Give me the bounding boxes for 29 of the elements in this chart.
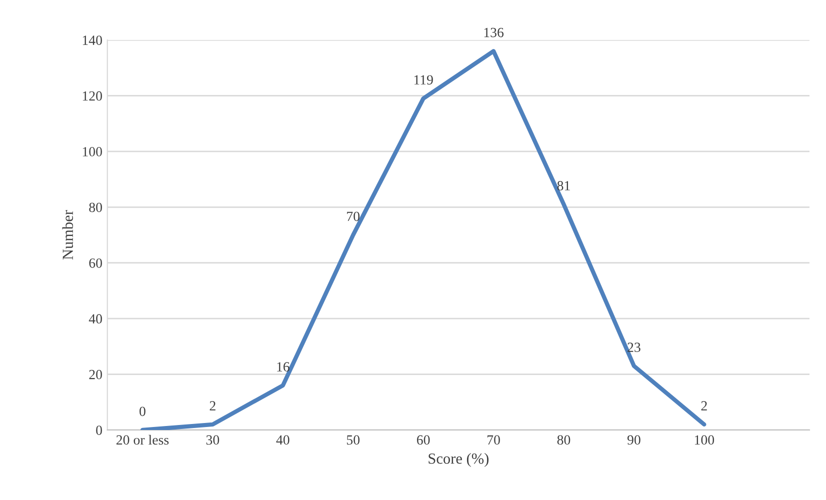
x-tick-label: 70 [488,435,500,445]
data-label: 16 [277,362,290,372]
line-series [140,49,706,430]
y-axis-title: Number [62,210,74,260]
data-label: 70 [347,212,360,222]
data-label: 0 [140,406,146,416]
x-tick-label: 90 [627,435,640,445]
data-label: 23 [628,342,640,352]
y-tick-label: 120 [82,91,102,101]
x-tick-label: 100 [694,435,714,445]
data-label: 2 [210,401,216,410]
y-tick-label: 60 [89,258,102,268]
y-tick-label: 140 [82,36,102,45]
y-tick-label: 100 [82,147,102,156]
x-tick-label: 80 [557,435,570,445]
x-tick-label: 30 [206,435,220,445]
data-label: 136 [484,28,504,38]
y-tick-label: 40 [88,314,102,324]
data-label: 2 [701,401,707,410]
data-label: 81 [557,181,570,190]
y-tick-label: 20 [89,370,102,380]
x-axis-title: Score (%) [428,453,489,467]
x-tick-label: 50 [346,435,360,445]
y-tick-label: 80 [89,202,102,212]
x-tick-label: 40 [276,435,290,445]
x-tick-label: 60 [416,435,430,445]
x-tick-label: 20 or less [116,434,169,445]
y-tick-label: 0 [96,426,102,435]
data-label: 119 [414,75,433,85]
